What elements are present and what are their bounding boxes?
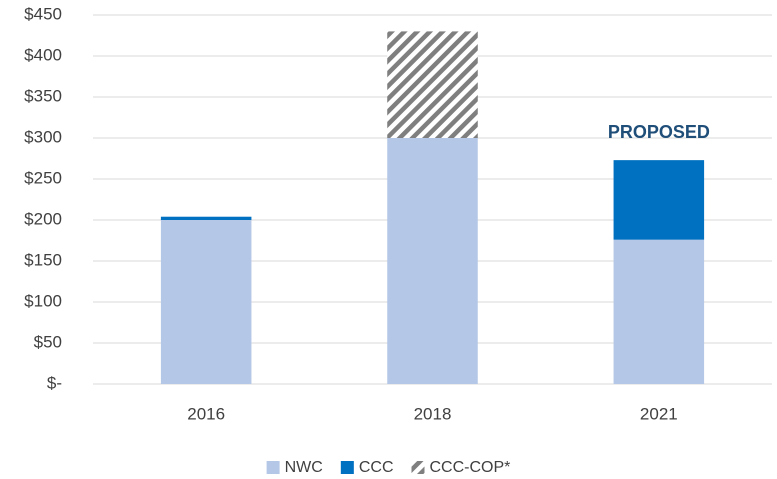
y-tick-label: $300 <box>24 127 62 146</box>
y-tick-label: $50 <box>34 332 62 351</box>
x-tick-label: 2021 <box>640 404 678 423</box>
bar-segment <box>613 160 705 240</box>
y-tick-label: $200 <box>24 209 62 228</box>
legend-label: CCC <box>359 459 394 476</box>
legend-label: CCC-COP* <box>430 459 511 476</box>
y-tick-label: $- <box>47 373 62 392</box>
y-tick-label: $250 <box>24 168 62 187</box>
y-tick-label: $400 <box>24 45 62 64</box>
bar-segment <box>160 220 252 384</box>
legend-label: NWC <box>285 459 323 476</box>
bar-segment <box>160 216 252 220</box>
legend-swatch <box>266 461 280 474</box>
bar-segment <box>613 239 705 384</box>
x-tick-label: 2018 <box>414 404 452 423</box>
annotation: PROPOSED <box>608 122 710 142</box>
y-tick-label: $100 <box>24 291 62 310</box>
bar-segment <box>387 31 478 138</box>
legend-swatch <box>340 461 354 474</box>
legend-swatch <box>411 461 425 474</box>
y-tick-label: $350 <box>24 86 62 105</box>
y-tick-label: $150 <box>24 250 62 269</box>
x-tick-label: 2016 <box>187 404 225 423</box>
y-tick-label: $450 <box>24 4 62 23</box>
bar-segment <box>387 138 478 384</box>
